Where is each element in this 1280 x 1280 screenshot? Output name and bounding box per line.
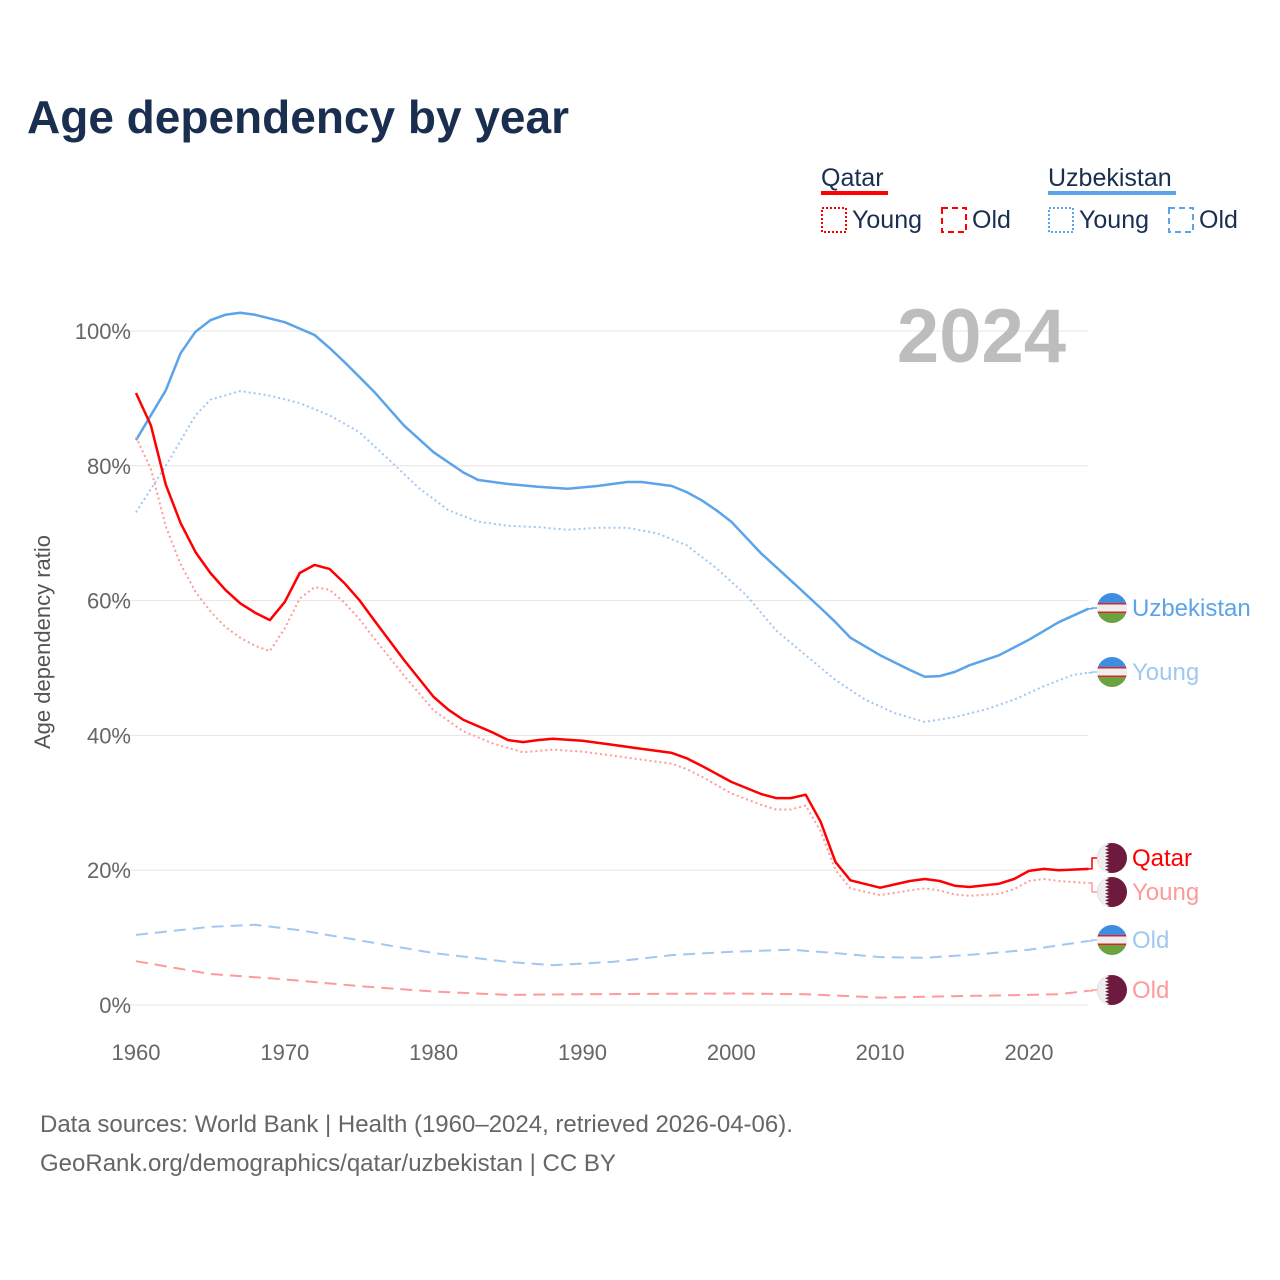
legend-qatar-young-label[interactable]: Young: [852, 206, 922, 234]
y-tick-label: 100%: [75, 319, 131, 344]
series-line-uzbekistan-young[interactable]: [135, 390, 1089, 723]
chart-title: Age dependency by year: [27, 91, 569, 143]
legend-uzbekistan-old-swatch: [1168, 207, 1194, 233]
legend-qatar-swatch: [821, 191, 888, 195]
current-year-label: 2024: [897, 294, 1066, 379]
legend-qatar-young-swatch: [821, 207, 847, 233]
series-line-qatar-young[interactable]: [135, 436, 1089, 897]
y-tick-label: 20%: [87, 858, 131, 883]
x-tick-label: 1960: [112, 1040, 161, 1065]
end-label-connector: [1088, 939, 1098, 942]
x-tick-label: 2010: [856, 1040, 905, 1065]
legend-qatar-label[interactable]: Qatar: [821, 164, 884, 192]
end-label: Uzbekistan: [1132, 595, 1251, 622]
uzbekistan-flag-icon: [1097, 925, 1127, 955]
x-axis-ticks: 1960 1970 1980 1990 2000 2010 2020: [112, 1040, 1054, 1065]
end-label: Young: [1132, 659, 1199, 686]
uzbekistan-flag-icon: [1097, 593, 1127, 623]
legend-qatar-old-label[interactable]: Old: [972, 206, 1011, 234]
legend-uzbekistan-label[interactable]: Uzbekistan: [1048, 164, 1172, 192]
x-tick-label: 2000: [707, 1040, 756, 1065]
end-label-connector: [1088, 671, 1098, 674]
y-axis-label: Age dependency ratio: [30, 535, 55, 749]
end-label: Old: [1132, 927, 1169, 954]
y-tick-label: 40%: [87, 723, 131, 748]
gridlines: [110, 330, 1089, 1006]
legend-uzbekistan-swatch: [1048, 191, 1176, 195]
series-line-uzbekistan[interactable]: [134, 311, 1090, 679]
y-tick-label: 0%: [99, 993, 131, 1018]
source-line-2[interactable]: GeoRank.org/demographics/qatar/uzbekista…: [40, 1150, 616, 1177]
source-line-1: Data sources: World Bank | Health (1960–…: [40, 1111, 793, 1138]
x-tick-label: 1990: [558, 1040, 607, 1065]
qatar-flag-icon: [1097, 975, 1127, 1005]
end-label: Young: [1132, 879, 1199, 906]
series-line-qatar[interactable]: [134, 392, 1089, 889]
qatar-flag-icon: [1097, 843, 1127, 873]
legend-uzbekistan-old-label[interactable]: Old: [1199, 206, 1238, 234]
y-tick-label: 60%: [87, 589, 131, 614]
end-label-connector: [1088, 857, 1098, 870]
x-tick-label: 1980: [409, 1040, 458, 1065]
series-line-qatar-old[interactable]: [135, 960, 1089, 999]
legend: Qatar Young Old Uzbekistan Young Old: [821, 164, 1238, 234]
legend-qatar-old-swatch: [941, 207, 967, 233]
legend-uzbekistan-young-swatch: [1048, 207, 1074, 233]
uzbekistan-flag-icon: [1097, 657, 1127, 687]
legend-uzbekistan-young-label[interactable]: Young: [1079, 206, 1149, 234]
x-tick-label: 2020: [1004, 1040, 1053, 1065]
series-end-labels: Uzbekistan Young Qatar Young Old Old: [1088, 593, 1251, 1005]
end-label-connector: [1088, 607, 1098, 610]
end-label: Qatar: [1132, 845, 1192, 872]
y-axis-ticks: 0% 20% 40% 60% 80% 100%: [75, 319, 131, 1018]
end-label-connector: [1088, 882, 1098, 893]
y-tick-label: 80%: [87, 454, 131, 479]
qatar-flag-icon: [1097, 877, 1127, 907]
series-line-uzbekistan-old[interactable]: [135, 923, 1089, 967]
x-tick-label: 1970: [260, 1040, 309, 1065]
end-label-connector: [1088, 989, 1098, 992]
series-lines: [134, 311, 1090, 999]
end-label: Old: [1132, 977, 1169, 1004]
